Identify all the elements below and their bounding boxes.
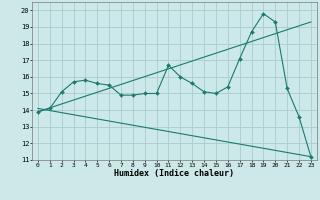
- X-axis label: Humidex (Indice chaleur): Humidex (Indice chaleur): [115, 169, 234, 178]
